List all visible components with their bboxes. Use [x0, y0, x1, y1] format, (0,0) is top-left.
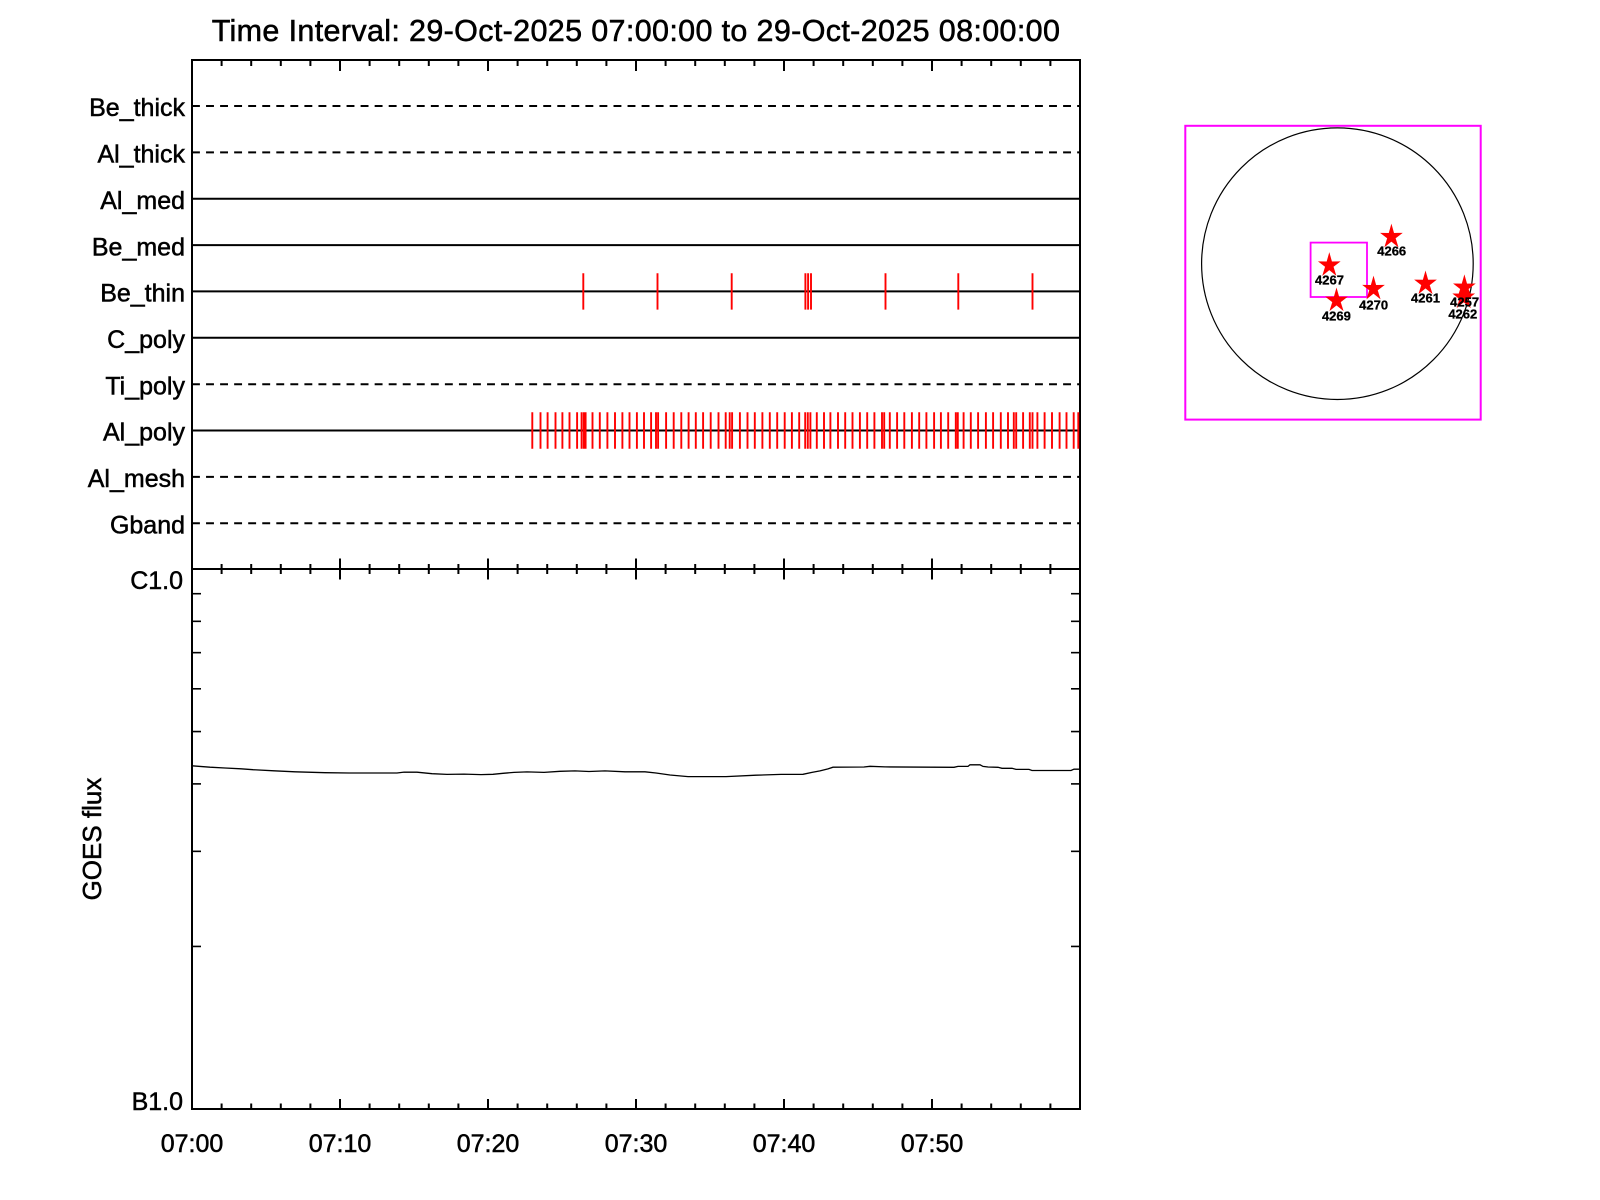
svg-text:07:50: 07:50 — [901, 1130, 964, 1158]
svg-text:GOES flux: GOES flux — [77, 778, 107, 901]
svg-text:B1.0: B1.0 — [132, 1088, 183, 1116]
svg-text:4262: 4262 — [1448, 306, 1477, 321]
svg-text:4257: 4257 — [1450, 295, 1479, 310]
svg-text:4266: 4266 — [1377, 243, 1406, 258]
svg-text:Al_poly: Al_poly — [103, 419, 185, 447]
svg-text:Ti_poly: Ti_poly — [105, 372, 185, 400]
svg-text:07:10: 07:10 — [309, 1130, 372, 1158]
svg-text:C1.0: C1.0 — [130, 567, 183, 595]
svg-text:07:00: 07:00 — [161, 1130, 224, 1158]
svg-text:Be_thick: Be_thick — [89, 94, 185, 122]
svg-text:07:30: 07:30 — [605, 1130, 668, 1158]
svg-text:Gband: Gband — [110, 511, 185, 539]
svg-text:07:40: 07:40 — [753, 1130, 816, 1158]
svg-text:C_poly: C_poly — [107, 326, 185, 354]
svg-text:Al_thick: Al_thick — [97, 141, 185, 169]
svg-text:4270: 4270 — [1359, 297, 1388, 312]
svg-text:Time Interval: 29-Oct-2025 07:: Time Interval: 29-Oct-2025 07:00:00 to 2… — [212, 14, 1061, 48]
svg-text:Be_med: Be_med — [92, 233, 185, 261]
svg-text:4261: 4261 — [1411, 291, 1440, 306]
svg-text:Be_thin: Be_thin — [100, 280, 185, 308]
svg-text:4267: 4267 — [1315, 273, 1344, 288]
svg-text:Al_mesh: Al_mesh — [88, 465, 185, 493]
svg-text:4269: 4269 — [1322, 309, 1351, 324]
svg-text:07:20: 07:20 — [457, 1130, 520, 1158]
svg-text:Al_med: Al_med — [100, 187, 185, 215]
